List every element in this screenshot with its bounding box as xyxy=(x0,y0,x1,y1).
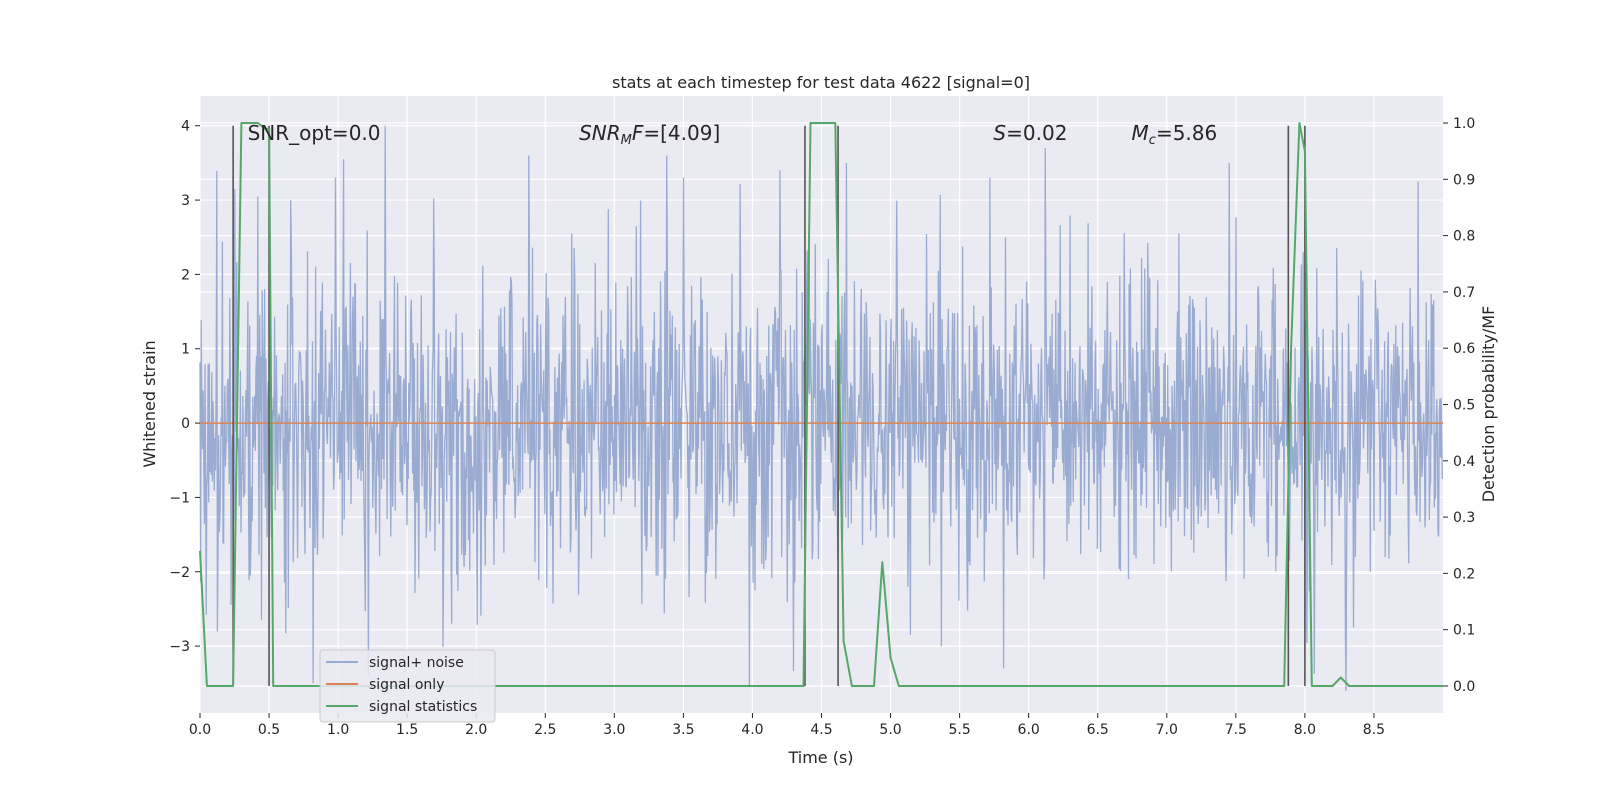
y-tick-label-0: −3 xyxy=(169,639,190,655)
x-tick-label-3: 1.5 xyxy=(396,722,418,738)
y-axis-right-ticks: 0.0 0.1 0.2 0.3 0.4 0.5 0.6 0.7 0.8 0.9 1.0 xyxy=(1443,116,1475,695)
y-right-tick-label-7: 0.7 xyxy=(1453,285,1475,301)
x-tick-label-14: 7.0 xyxy=(1156,722,1178,738)
y-tick-label-3: 0 xyxy=(181,416,190,432)
x-tick-label-8: 4.0 xyxy=(741,722,763,738)
y-tick-label-5: 2 xyxy=(181,267,190,283)
y-right-tick-label-5: 0.5 xyxy=(1453,398,1475,414)
x-tick-label-11: 5.5 xyxy=(948,722,970,738)
x-axis-label: Time (s) xyxy=(787,748,853,767)
x-tick-label-0: 0.0 xyxy=(189,722,211,738)
x-tick-label-17: 8.5 xyxy=(1363,722,1385,738)
annotation-3: Mc=5.86 xyxy=(1132,121,1218,148)
y-tick-label-1: −2 xyxy=(169,565,190,581)
annotations: SNR_opt=0.0 SNRMF=[4.09] S=0.02 Mc=5.86 xyxy=(248,121,1218,148)
x-tick-label-4: 2.0 xyxy=(465,722,487,738)
x-tick-label-12: 6.0 xyxy=(1018,722,1040,738)
y-right-tick-label-8: 0.8 xyxy=(1453,229,1475,245)
x-tick-label-13: 6.5 xyxy=(1087,722,1109,738)
x-tick-label-15: 7.5 xyxy=(1225,722,1247,738)
x-tick-label-16: 8.0 xyxy=(1294,722,1316,738)
y-right-tick-label-0: 0.0 xyxy=(1453,679,1475,695)
y-right-tick-label-3: 0.3 xyxy=(1453,510,1475,526)
y-axis-label: Whitened strain xyxy=(140,340,159,467)
y-axis-ticks: −3 −2 −1 0 1 2 3 4 xyxy=(169,119,200,655)
legend-label-0: signal+ noise xyxy=(369,655,464,671)
y-right-tick-label-2: 0.2 xyxy=(1453,566,1475,582)
annotation-0: SNR_opt=0.0 xyxy=(248,121,381,145)
signal-statistics-line xyxy=(199,122,1443,687)
legend-label-2: signal statistics xyxy=(369,699,477,715)
y-tick-label-6: 3 xyxy=(181,193,190,209)
legend-box xyxy=(319,649,496,723)
y-right-tick-label-9: 0.9 xyxy=(1453,172,1475,188)
y-right-tick-label-4: 0.4 xyxy=(1453,454,1475,470)
y-tick-label-2: −1 xyxy=(169,490,190,506)
y-right-tick-label-1: 0.1 xyxy=(1453,623,1475,639)
x-tick-label-2: 1.0 xyxy=(327,722,349,738)
y-tick-label-4: 1 xyxy=(181,342,190,358)
y-axis-right-label: Detection probability/MF xyxy=(1479,306,1498,503)
x-tick-label-7: 3.5 xyxy=(672,722,694,738)
signal-noise-line xyxy=(199,125,1444,691)
x-tick-label-1: 0.5 xyxy=(258,722,280,738)
y-right-tick-label-10: 1.0 xyxy=(1453,116,1475,132)
signal-noise-series xyxy=(199,125,1444,691)
chart-title: stats at each timestep for test data 462… xyxy=(612,73,1030,92)
y-right-tick-label-6: 0.6 xyxy=(1453,341,1475,357)
annotation-1: SNRMF=[4.09] xyxy=(579,121,720,148)
annotation-2: S=0.02 xyxy=(993,121,1067,145)
legend: signal+ noise signal only signal statistic… xyxy=(319,649,496,723)
signal-statistics-series xyxy=(199,122,1443,687)
legend-label-1: signal only xyxy=(369,677,444,693)
y-tick-label-7: 4 xyxy=(181,119,190,135)
x-tick-label-9: 4.5 xyxy=(810,722,832,738)
x-tick-label-5: 2.5 xyxy=(534,722,556,738)
x-tick-label-6: 3.0 xyxy=(603,722,625,738)
x-axis-ticks: 0.0 0.5 1.0 1.5 2.0 2.5 3.0 3.5 4.0 4.5 5.0 5.5 6.0 6… xyxy=(189,713,1385,738)
x-tick-label-10: 5.0 xyxy=(879,722,901,738)
